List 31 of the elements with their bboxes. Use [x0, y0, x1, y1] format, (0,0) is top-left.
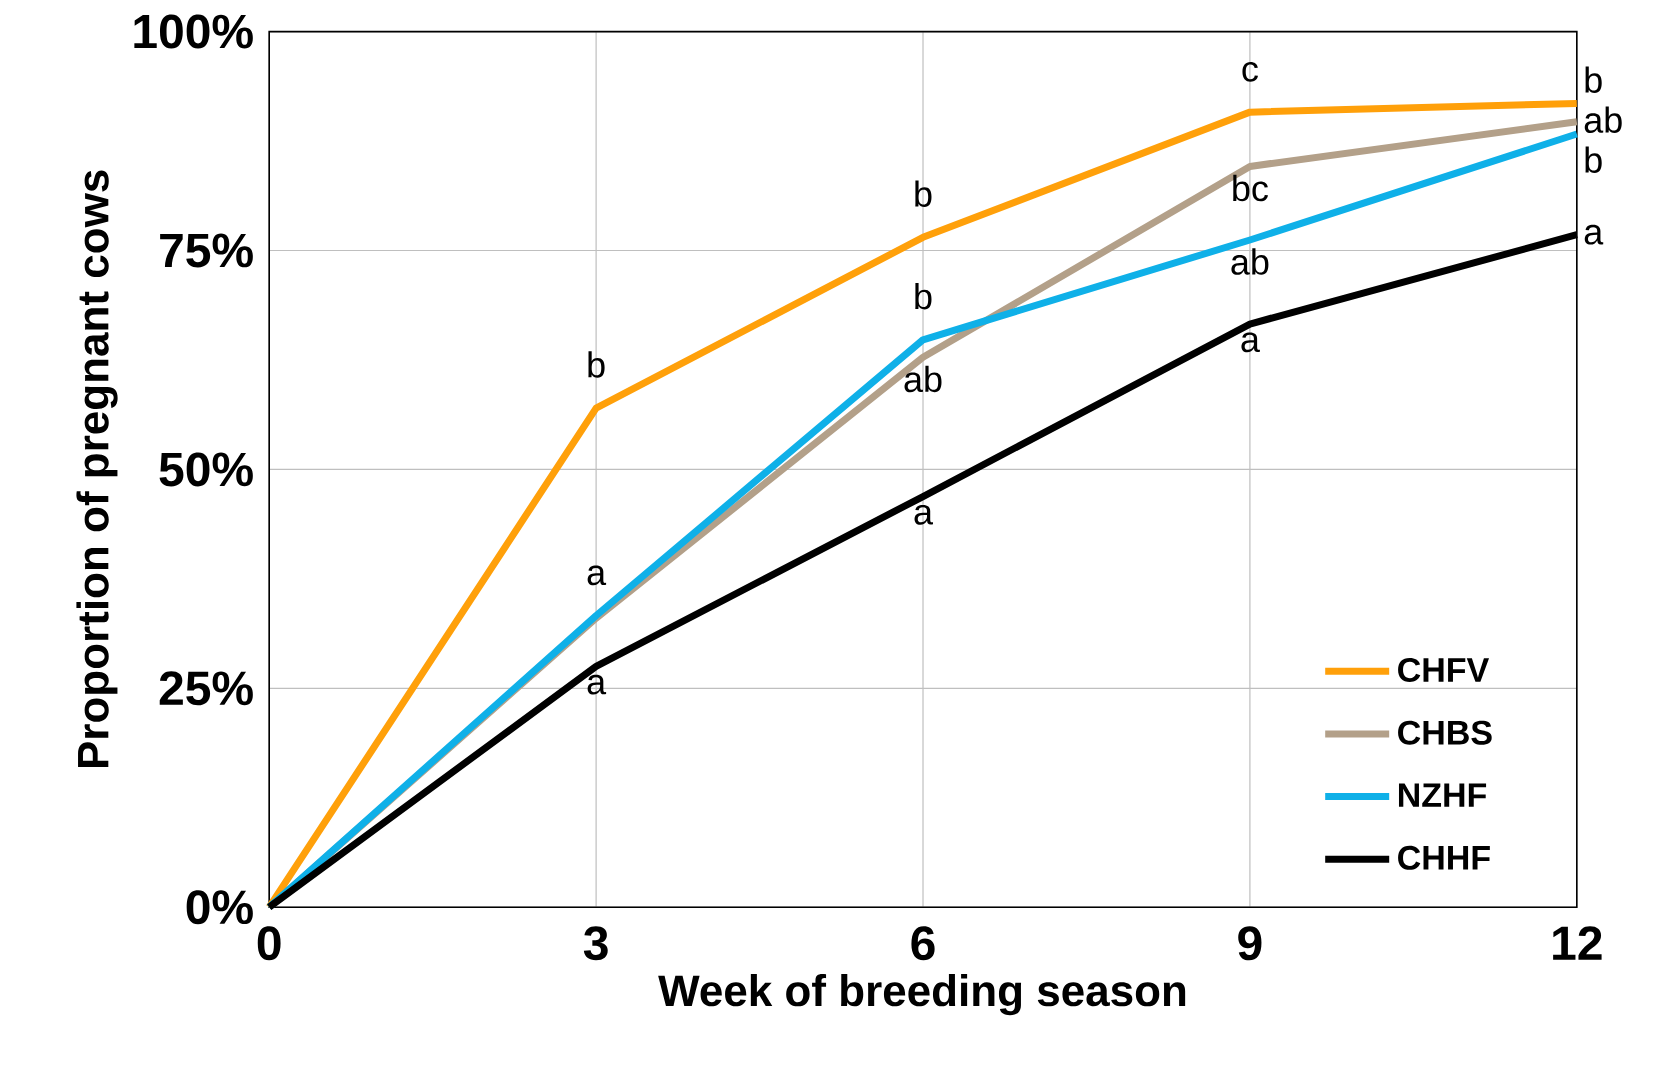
annotation: a — [587, 565, 607, 586]
annotation: b — [915, 282, 932, 310]
annotation: a — [587, 674, 607, 695]
x-tick-label: 0 — [257, 926, 281, 961]
legend-label: CHFV — [1398, 657, 1490, 682]
y-tick-label: 50% — [159, 452, 253, 487]
y-tick-label: 25% — [159, 671, 253, 706]
annotation: ab — [904, 365, 942, 393]
annotation: a — [1584, 224, 1604, 245]
y-axis-title: Proportion of pregnant cows — [76, 170, 118, 768]
x-tick-label: 9 — [1238, 926, 1262, 961]
y-tick-label: 100% — [134, 14, 253, 49]
annotation: ab — [1231, 248, 1269, 275]
y-tick-label: 0% — [186, 890, 253, 925]
annotation: a — [1241, 332, 1260, 353]
annotation: bc — [1233, 174, 1268, 202]
legend-label: NZHF — [1398, 783, 1487, 807]
legend-label: CHHF — [1398, 845, 1490, 870]
annotation: a — [914, 504, 934, 525]
annotation: b — [915, 180, 932, 207]
x-axis-title: Week of breeding season — [658, 974, 1186, 1016]
annotation: b — [1585, 66, 1602, 93]
x-tick-label: 3 — [583, 926, 608, 961]
annotation: b — [1585, 146, 1602, 173]
annotation: c — [1242, 62, 1258, 82]
x-tick-label: 6 — [911, 926, 935, 961]
legend-label: CHBS — [1398, 720, 1492, 745]
annotation: b — [588, 351, 605, 378]
y-tick-label: 75% — [160, 233, 253, 268]
x-tick-label: 12 — [1553, 926, 1602, 960]
annotation: ab — [1584, 106, 1622, 133]
